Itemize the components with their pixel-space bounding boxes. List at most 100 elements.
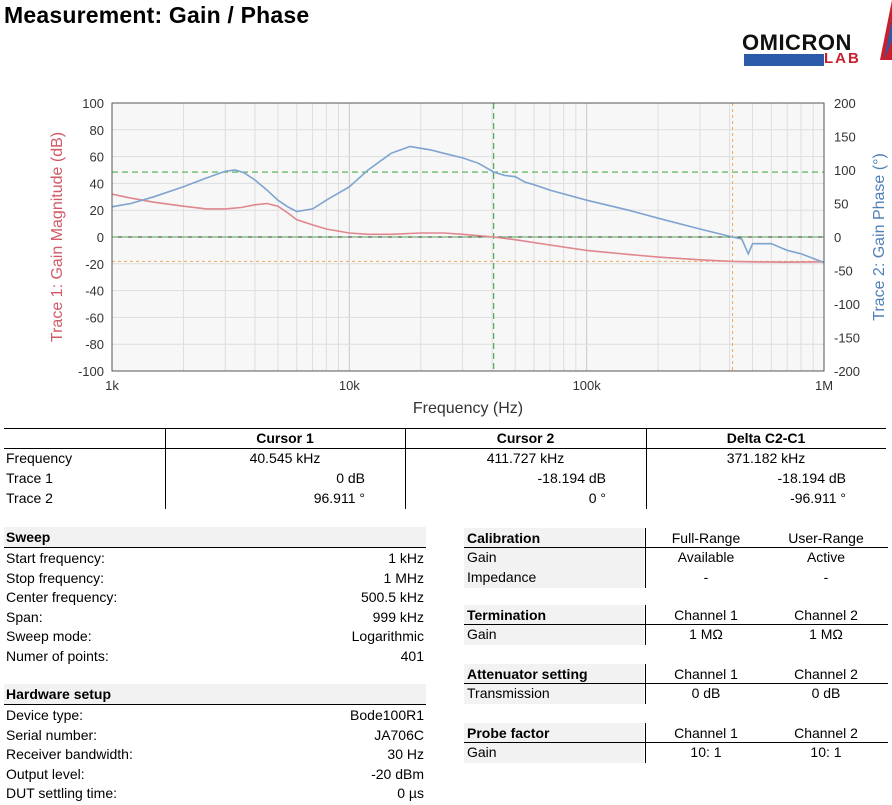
cursor-table-header: Delta C2-C1	[726, 430, 806, 446]
section-title: Hardware setup	[6, 686, 112, 702]
plot-frame	[111, 102, 825, 372]
section-title: Termination	[467, 607, 547, 623]
setting-value: 1 MHz	[383, 569, 424, 586]
x-tick-label: 10k	[339, 378, 360, 393]
x-tick-label: 1k	[105, 378, 119, 393]
row-value: -	[703, 569, 709, 585]
setting-value: Bode100R1	[350, 707, 424, 723]
column-header: Full-Range	[671, 530, 741, 546]
column-header: Channel 1	[674, 666, 738, 682]
hardware-table: Hardware setup Device type: Bode100R1 Seria…	[0, 684, 430, 804]
y-right-axis-label: Trace 2: Gain Phase (°)	[871, 153, 888, 321]
y-right-tick-label: 0	[834, 230, 841, 245]
probe-table: Probe factor Channel 1 Channel 2 Gain 10: 1 1…	[464, 723, 888, 763]
cursor-table-row-label: Trace 2	[6, 490, 53, 506]
y-left-tick-label: 60	[90, 150, 104, 165]
calibration-table: Calibration Full-Range User-Range Gain Avail…	[464, 528, 888, 588]
cursor-table-value: 40.545 kHz	[249, 450, 321, 466]
section-header-bg	[4, 684, 426, 704]
cursor-table-value: -96.911 °	[790, 490, 846, 506]
row-label: Gain	[467, 744, 497, 760]
x-axis-label: Frequency (Hz)	[413, 400, 523, 417]
cursor-table-header: Cursor 1	[256, 430, 314, 446]
setting-label: Receiver bandwidth:	[6, 746, 133, 763]
row-value: 1 MΩ	[809, 626, 843, 642]
page-title: Measurement: Gain / Phase	[4, 2, 310, 28]
cursor-table: Cursor 1 Cursor 2 Delta C2-C1 Frequency 40.5…	[0, 428, 892, 510]
setting-value: 500.5 kHz	[360, 589, 424, 606]
cursor-table-value: 96.911 °	[313, 490, 365, 506]
y-right-tick-label: 150	[834, 130, 856, 145]
section-label-bg	[464, 528, 644, 588]
row-label: Gain	[467, 549, 497, 565]
table-divider	[645, 528, 646, 588]
column-header: Channel 2	[794, 607, 858, 623]
section-label-bg	[464, 723, 644, 763]
table-rule	[4, 704, 426, 705]
cursor-table-header: Cursor 2	[496, 430, 555, 446]
setting-value: 1 kHz	[388, 550, 424, 566]
row-value: 0 dB	[811, 685, 841, 701]
table-rule	[464, 547, 888, 548]
table-rule	[4, 428, 886, 429]
gain-phase-chart: 100806040200-20-40-60-80-100200150100500…	[49, 96, 888, 417]
row-value: Active	[806, 549, 846, 565]
setting-value: 999 kHz	[372, 608, 424, 625]
column-header: Channel 1	[674, 725, 738, 741]
section-title: Calibration	[467, 530, 541, 546]
setting-label: Serial number:	[6, 726, 98, 743]
setting-value: -20 dBm	[371, 765, 424, 782]
y-left-tick-label: 40	[90, 176, 104, 191]
setting-value: 30 Hz	[387, 746, 424, 763]
trace1-line	[111, 193, 825, 264]
cursor-table-value: -18.194 dB	[777, 470, 847, 486]
cursor-table-value: 0 dB	[336, 470, 365, 486]
attenuator-table: Attenuator setting Channel 1 Channel 2 Tran…	[464, 664, 888, 704]
row-value: 10: 1	[690, 744, 722, 760]
table-divider	[645, 723, 646, 763]
y-right-tick-label: -200	[834, 364, 860, 379]
section-label-bg	[464, 664, 644, 704]
corner-decoration	[880, 0, 892, 60]
y-right-tick-label: 100	[834, 163, 856, 178]
section-title: Probe factor	[467, 725, 550, 741]
row-label: Gain	[467, 626, 497, 642]
row-label: Impedance	[467, 569, 537, 585]
y-left-tick-label: -100	[78, 364, 104, 379]
section-title: Attenuator setting	[467, 666, 588, 682]
y-left-tick-label: -40	[85, 284, 104, 299]
table-divider	[645, 605, 646, 645]
setting-value: JA706C	[374, 726, 424, 743]
row-value: 0 dB	[691, 685, 721, 701]
row-label: Transmission	[467, 685, 550, 701]
cursor-table-row-label: Trace 1	[6, 470, 53, 486]
cursor-table-value: -18.194 dB	[537, 470, 607, 486]
setting-label: Sweep mode:	[6, 628, 92, 645]
table-rule	[464, 742, 888, 743]
y-right-tick-label: -100	[834, 297, 860, 312]
table-divider	[646, 428, 647, 509]
trace2-line	[111, 145, 825, 264]
row-value: Available	[677, 549, 735, 565]
setting-label: Output level:	[6, 765, 85, 782]
row-value: 1 MΩ	[689, 626, 723, 642]
column-header: Channel 2	[794, 666, 858, 682]
section-label-bg	[464, 605, 644, 645]
y-left-tick-label: -60	[85, 310, 104, 325]
setting-label: Numer of points:	[6, 648, 109, 664]
cursor-table-value: 411.727 kHz	[486, 450, 565, 466]
setting-label: Span:	[6, 608, 43, 625]
y-left-tick-label: -20	[85, 257, 104, 272]
column-header: Channel 1	[674, 607, 738, 623]
cursor-table-value: 371.182 kHz	[726, 450, 806, 466]
setting-value: Logarithmic	[351, 628, 424, 645]
setting-label: Center frequency:	[6, 589, 118, 606]
y-right-tick-label: 200	[834, 96, 856, 111]
logo-bottom-text: LAB	[824, 50, 861, 67]
y-left-tick-label: 80	[90, 123, 104, 138]
logo-top-text: OMICRON	[742, 30, 852, 55]
table-rule	[464, 683, 888, 684]
setting-label: Device type:	[6, 707, 84, 723]
cursor-table-row-label: Frequency	[6, 450, 73, 466]
table-divider	[405, 428, 406, 509]
